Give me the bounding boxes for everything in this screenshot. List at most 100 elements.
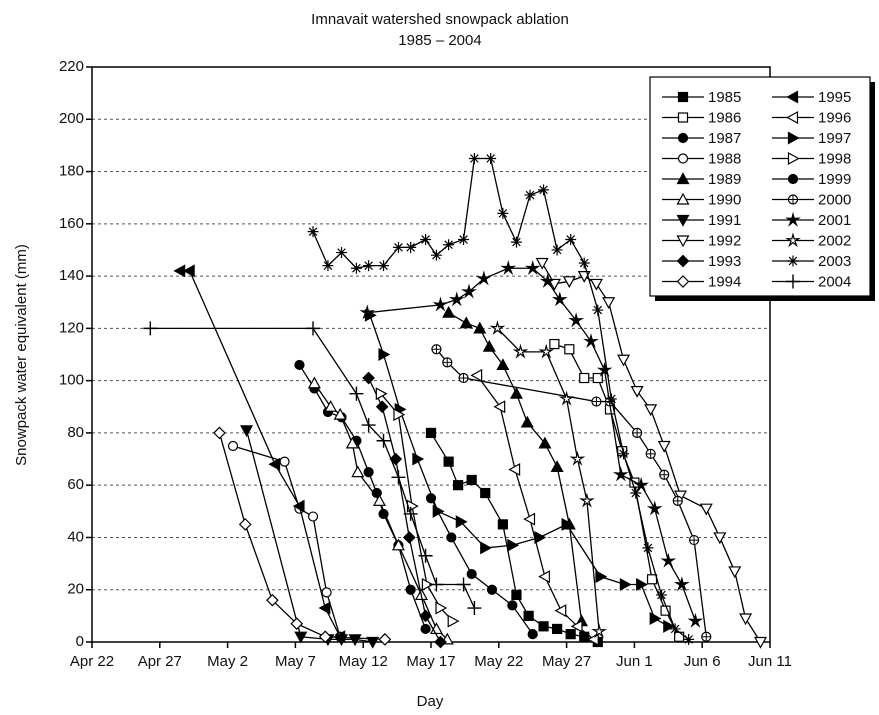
- marker: [785, 211, 801, 227]
- marker: [389, 452, 403, 466]
- marker: [786, 90, 799, 104]
- marker: [618, 448, 630, 460]
- marker: [538, 343, 555, 359]
- marker: [507, 538, 520, 552]
- marker: [393, 408, 406, 422]
- marker: [674, 631, 685, 642]
- marker: [359, 304, 376, 320]
- marker-part: [459, 373, 469, 383]
- marker: [466, 568, 477, 580]
- legend-label: 1992: [708, 232, 741, 249]
- marker: [391, 470, 406, 485]
- marker: [538, 570, 551, 584]
- marker: [595, 570, 608, 584]
- marker: [458, 372, 469, 384]
- marker: [324, 400, 338, 412]
- marker: [676, 192, 690, 205]
- marker: [391, 538, 405, 551]
- marker: [363, 467, 374, 478]
- marker-part: [431, 344, 441, 354]
- legend-label: 1998: [818, 150, 851, 167]
- marker: [349, 386, 364, 401]
- marker: [538, 184, 550, 196]
- marker: [688, 534, 700, 546]
- marker: [507, 600, 518, 611]
- marker-part: [788, 195, 798, 204]
- marker: [443, 456, 454, 467]
- series-line: [435, 348, 707, 637]
- marker: [143, 321, 158, 336]
- marker: [456, 577, 471, 592]
- plot-frame: [91, 66, 771, 643]
- marker: [322, 260, 334, 272]
- marker: [713, 532, 727, 545]
- marker: [550, 460, 564, 472]
- marker: [579, 372, 590, 384]
- marker: [336, 247, 348, 259]
- marker: [672, 495, 683, 506]
- marker: [512, 343, 529, 359]
- y-tick-label: 100: [59, 372, 84, 389]
- marker: [787, 151, 800, 166]
- marker: [321, 587, 332, 598]
- series-line: [368, 377, 442, 643]
- marker: [677, 153, 689, 164]
- marker: [524, 259, 541, 275]
- marker: [602, 297, 616, 309]
- marker: [459, 316, 473, 329]
- marker: [468, 152, 480, 164]
- marker: [592, 304, 604, 316]
- legend-label: 1999: [818, 171, 851, 188]
- marker: [372, 494, 386, 506]
- marker: [558, 390, 575, 406]
- marker: [786, 110, 799, 125]
- series-line: [150, 327, 475, 609]
- marker: [443, 239, 455, 251]
- marker: [646, 574, 658, 585]
- marker: [524, 189, 536, 201]
- marker: [589, 278, 603, 291]
- marker: [646, 500, 663, 516]
- chart-subtitle: 1985 – 2004: [398, 32, 481, 49]
- marker: [564, 344, 575, 355]
- marker-part: [689, 535, 699, 545]
- marker: [431, 344, 442, 355]
- marker: [333, 407, 347, 420]
- marker: [350, 262, 362, 274]
- marker: [612, 466, 629, 482]
- marker: [605, 393, 617, 405]
- marker: [375, 387, 388, 401]
- marker: [551, 244, 563, 256]
- marker: [630, 487, 642, 499]
- marker: [418, 548, 433, 563]
- x-tick-label: Jun 1: [616, 653, 653, 670]
- marker: [486, 584, 498, 595]
- legend-label: 2003: [818, 253, 851, 270]
- x-tick-label: May 27: [542, 653, 591, 670]
- marker: [279, 456, 290, 467]
- y-tick-label: 220: [59, 58, 84, 75]
- marker: [523, 512, 536, 526]
- marker: [787, 194, 799, 205]
- marker: [425, 493, 437, 504]
- marker: [508, 462, 521, 477]
- marker: [527, 629, 538, 640]
- marker: [412, 452, 425, 466]
- marker: [351, 465, 365, 478]
- marker: [318, 630, 332, 644]
- marker: [442, 305, 456, 318]
- marker: [430, 249, 442, 261]
- x-axis-label: Day: [417, 693, 444, 710]
- y-tick-label: 40: [67, 528, 84, 545]
- marker: [361, 418, 376, 433]
- legend-label: 2004: [818, 273, 851, 290]
- marker: [579, 492, 595, 508]
- legend-label: 1990: [708, 191, 741, 208]
- y-tick-label: 160: [59, 215, 84, 232]
- marker: [728, 566, 742, 579]
- marker: [421, 577, 434, 592]
- legend-label: 1985: [708, 89, 741, 106]
- marker: [676, 275, 690, 288]
- series-line: [367, 267, 697, 622]
- marker: [458, 234, 470, 245]
